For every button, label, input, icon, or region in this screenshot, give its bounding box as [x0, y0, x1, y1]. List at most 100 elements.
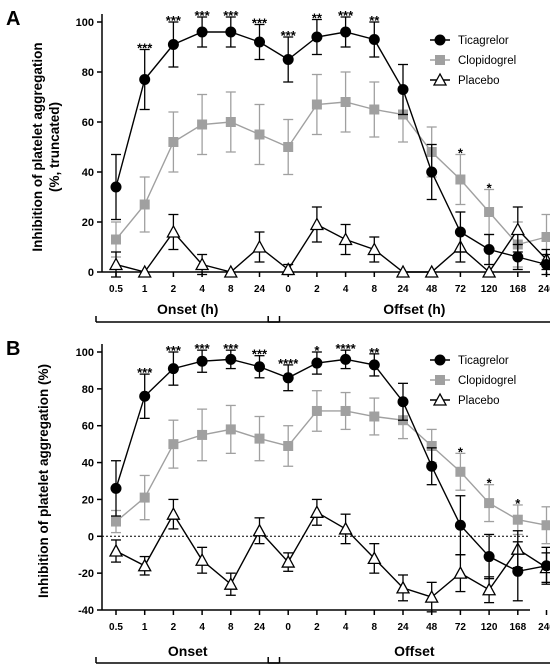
x-tick-label: 0: [285, 622, 291, 633]
data-point: [282, 372, 294, 384]
data-point: [426, 460, 438, 472]
significance-stars: ***: [281, 28, 297, 43]
legend-item: Clopidogrel: [430, 55, 516, 67]
group-bracket: Offset: [267, 643, 550, 664]
significance-stars: ***: [223, 341, 239, 356]
group-bracket: Onset: [95, 643, 281, 664]
series-clopidogrel: [111, 390, 550, 545]
data-point: [484, 498, 495, 509]
legend-label: Ticagrelor: [458, 355, 509, 367]
x-tick-label: 2: [171, 284, 177, 295]
data-point: [455, 466, 466, 477]
data-point: [424, 264, 439, 278]
data-point: [223, 576, 238, 590]
x-tick-label: 1: [142, 284, 148, 295]
x-tick-label: 48: [426, 284, 438, 295]
significance-stars: ***: [338, 8, 354, 23]
significance-stars: ****: [335, 341, 356, 356]
panel-a-letter: A: [6, 8, 20, 30]
x-tick-label: 24: [254, 622, 266, 633]
group-label: Onset (h): [157, 301, 218, 317]
y-tick-label: 80: [82, 384, 94, 396]
series-ticagrelor: [110, 349, 550, 602]
significance-stars: *: [458, 444, 464, 459]
legend: Ticagrelor Clopidogrel Placebo: [430, 34, 516, 87]
data-point: [483, 551, 495, 563]
data-point: [311, 405, 322, 416]
x-tick-label: 120: [481, 284, 498, 295]
significance-stars: ***: [252, 347, 268, 362]
data-point: [225, 117, 236, 127]
x-tick-label: 8: [228, 284, 234, 295]
data-point: [166, 506, 181, 520]
x-tick-label: 4: [199, 284, 205, 295]
significance-stars: ***: [166, 13, 182, 28]
y-tick-label: 40: [82, 167, 94, 179]
data-point: [168, 137, 179, 147]
y-axis-title: (%, truncated): [47, 102, 62, 192]
data-point: [368, 359, 380, 371]
data-point: [254, 361, 265, 373]
significance-stars: ***: [195, 8, 211, 23]
y-axis-title: Inhibition of platelet aggregation (%): [36, 364, 51, 598]
y-tick-label: 0: [88, 267, 94, 279]
x-tick-label: 2: [314, 284, 320, 295]
series-placebo: [108, 206, 550, 278]
y-tick-label: 20: [82, 217, 94, 229]
significance-stars: ***: [195, 341, 211, 356]
y-tick-label: 80: [82, 67, 94, 79]
group-bracket: Offset (h): [267, 301, 550, 323]
x-tick-label: 72: [455, 622, 467, 633]
legend-marker: [435, 375, 445, 385]
legend-label: Ticagrelor: [458, 35, 509, 47]
group-label: Offset: [394, 643, 435, 659]
data-point: [281, 554, 296, 568]
data-point: [512, 251, 524, 263]
data-point: [168, 439, 179, 450]
data-point: [484, 207, 495, 217]
x-tick-label: 4: [343, 284, 349, 295]
data-point: [340, 97, 351, 107]
data-point: [139, 199, 150, 210]
data-point: [454, 226, 466, 238]
data-point: [424, 589, 439, 603]
data-point: [482, 582, 497, 596]
y-tick-label: 100: [76, 347, 94, 359]
x-tick-label: 4: [343, 622, 349, 633]
significance-stars: *: [487, 476, 493, 491]
x-tick-label: 0: [285, 284, 291, 295]
data-point: [252, 239, 267, 253]
legend-label: Placebo: [458, 75, 500, 87]
data-point: [340, 353, 352, 365]
legend-marker: [434, 354, 446, 366]
x-tick-label: 24: [397, 284, 409, 295]
series-ticagrelor: [110, 16, 550, 276]
data-point: [397, 396, 409, 408]
data-point: [338, 521, 353, 535]
legend-label: Placebo: [458, 395, 500, 407]
data-point: [426, 440, 437, 451]
significance-stars: **: [369, 13, 380, 28]
data-point: [252, 523, 267, 537]
significance-stars: *: [487, 181, 493, 196]
data-point: [137, 558, 152, 572]
y-axis-title: Inhibition of platelet aggregation: [30, 42, 45, 251]
x-tick-label: 24: [397, 622, 409, 633]
data-point: [111, 516, 121, 527]
data-point: [139, 390, 151, 402]
significance-stars: ***: [223, 8, 239, 23]
data-point: [367, 242, 382, 256]
data-point: [311, 357, 323, 369]
data-point: [139, 492, 150, 503]
x-tick-label: 4: [199, 622, 205, 633]
series-line: [115, 358, 547, 573]
x-tick-label: 8: [372, 284, 378, 295]
data-point: [369, 411, 380, 422]
legend-marker: [432, 392, 448, 406]
data-point: [195, 552, 210, 566]
x-tick-label: 168: [509, 284, 526, 295]
data-point: [367, 551, 382, 565]
legend-marker: [435, 55, 445, 65]
group-label: Onset: [168, 643, 208, 659]
data-point: [281, 262, 296, 276]
